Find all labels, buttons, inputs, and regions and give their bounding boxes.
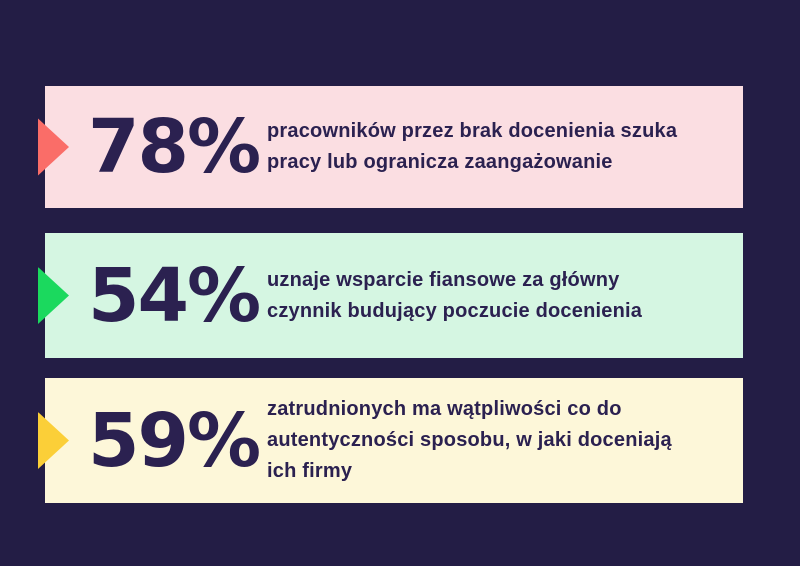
stat-line: zatrudnionych ma wątpliwości co do xyxy=(267,398,622,420)
stat-bar-78: 78% pracowników przez brak docenienia sz… xyxy=(38,86,743,208)
stat-line: czynnik budujący poczucie docenienia xyxy=(267,299,643,322)
stat-value: 54% xyxy=(88,252,261,339)
stat-line: autentyczności sposobu, w jaki doceniają xyxy=(267,429,672,451)
arrow-right-icon xyxy=(38,267,69,324)
stat-line: pracowników przez brak docenienia szuka xyxy=(267,120,678,142)
stat-description: zatrudnionych ma wątpliwości co do auten… xyxy=(267,378,672,503)
arrow-right-icon xyxy=(38,118,69,176)
stat-bar-59: 59% zatrudnionych ma wątpliwości co do a… xyxy=(38,378,743,503)
stat-value: 78% xyxy=(88,104,261,190)
arrow-right-icon xyxy=(38,412,69,469)
stat-line: uznaje wsparcie fiansowe za główny xyxy=(267,268,620,291)
stat-line: pracy lub ogranicza zaangażowanie xyxy=(267,151,613,173)
stat-line: ich firmy xyxy=(267,460,353,482)
stat-description: uznaje wsparcie fiansowe za główny czynn… xyxy=(267,233,642,358)
stat-value: 59% xyxy=(88,397,261,484)
stat-description: pracowników przez brak docenienia szuka … xyxy=(267,86,677,208)
stat-bar-54: 54% uznaje wsparcie fiansowe za główny c… xyxy=(38,233,743,358)
